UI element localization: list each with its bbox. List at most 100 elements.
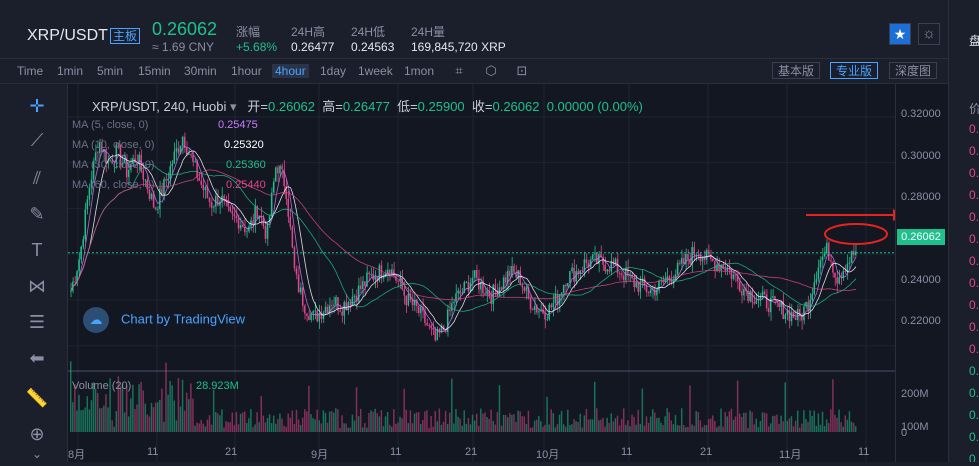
volume-legend-label[interactable]: Volume (20) (72, 380, 132, 392)
theme-toggle-icon[interactable]: ☼ (918, 23, 940, 45)
orderbook-row[interactable]: 0. (969, 166, 979, 180)
candle-body (76, 271, 78, 282)
orderbook-row[interactable]: 0. (969, 342, 979, 356)
volume-bar (629, 426, 631, 432)
tf-4hour[interactable]: 4hour (272, 64, 309, 78)
candle-body (163, 179, 165, 196)
candle-body (546, 319, 548, 321)
candle-body (562, 284, 565, 293)
orderbook-row[interactable]: 0. (969, 144, 979, 158)
volume-bar (225, 421, 227, 432)
orderbook-row[interactable]: 0. (969, 364, 979, 378)
orderbook-row[interactable]: 0. (969, 188, 979, 202)
candle-body (196, 161, 198, 178)
ma60-label[interactable]: MA (60, close, 0) (72, 179, 155, 191)
orderbook-row[interactable]: 0. (969, 386, 979, 400)
candle-body (233, 213, 236, 217)
candle-body (92, 160, 95, 180)
ma5-label[interactable]: MA (5, close, 0) (72, 119, 149, 131)
candle-body (310, 313, 312, 320)
candle-body (134, 158, 136, 162)
orderbook-row[interactable]: 0. (969, 122, 979, 136)
pattern-icon[interactable]: ⋈ (28, 276, 46, 296)
tf-1mon[interactable]: 1mon (404, 64, 435, 78)
depth-view-button[interactable]: 深度图 (889, 62, 938, 79)
candle-body (246, 231, 248, 233)
settings-hex-icon[interactable]: ⬡ (485, 63, 497, 78)
text-tool-icon[interactable]: T (31, 240, 43, 260)
volume-bar (722, 426, 724, 432)
price-axis[interactable] (895, 84, 948, 462)
orderbook-title: 盘 (969, 32, 979, 49)
orderbook-row[interactable]: 0. (969, 276, 979, 290)
chart-canvas[interactable] (68, 84, 895, 462)
tf-5min[interactable]: 5min (97, 64, 124, 78)
orderbook-row[interactable]: 0. (969, 408, 979, 422)
candle-body (169, 166, 171, 179)
volume-bar (651, 409, 654, 432)
orderbook-row[interactable]: 0. (969, 320, 979, 334)
fib-icon[interactable]: ☰ (28, 312, 46, 332)
volume-bar (467, 418, 470, 432)
candle-body (509, 270, 511, 277)
crosshair-icon[interactable]: ✛ (29, 96, 45, 116)
candle-body (428, 325, 430, 326)
tf-time[interactable]: Time (17, 64, 44, 78)
ma30-label[interactable]: MA (30, close, 0) (72, 159, 155, 171)
pro-view-button[interactable]: 专业版 (830, 62, 879, 79)
orderbook-row[interactable]: 0. (969, 430, 979, 444)
indicator-icon[interactable]: ⌗ (455, 63, 463, 78)
candle-body (842, 270, 844, 278)
volume-bar (527, 410, 530, 432)
candle-body (778, 302, 780, 307)
orderbook-row[interactable]: 0. (969, 210, 979, 224)
orderbook-row[interactable]: 0. (969, 232, 979, 246)
orderbook-row[interactable]: 0. (969, 298, 979, 312)
pair-name[interactable]: XRP/USDT (27, 27, 108, 44)
volume-bar (183, 410, 186, 432)
volume-bar (712, 415, 714, 432)
brush-icon[interactable]: ✎ (29, 204, 45, 224)
volume-legend-value: 28.923M (196, 380, 239, 392)
volume-bar (391, 426, 393, 432)
orderbook-row[interactable]: 0. (969, 452, 979, 462)
tf-1day[interactable]: 1day (320, 64, 347, 78)
candle-body (312, 311, 314, 314)
legend-title[interactable]: XRP/USDT, 240, Huobi (92, 99, 227, 114)
candle-body (772, 296, 774, 298)
candle-body (604, 264, 606, 272)
trendline-icon[interactable]: ⟋ (30, 130, 44, 150)
candle-body (484, 293, 486, 295)
candle-body (206, 186, 209, 198)
candle-body (647, 292, 650, 294)
tf-1week[interactable]: 1week (358, 64, 393, 78)
volume-bar (262, 415, 265, 432)
tf-1min[interactable]: 1min (57, 64, 84, 78)
tf-15min[interactable]: 15min (138, 64, 171, 78)
tf-1hour[interactable]: 1hour (231, 64, 262, 78)
candle-body (347, 302, 349, 310)
volume-bar (204, 426, 207, 432)
volume-bar (834, 414, 836, 432)
tradingview-watermark[interactable]: ☁ Chart by TradingView (83, 307, 245, 333)
candle-body (844, 270, 847, 273)
candle-body (415, 299, 418, 307)
favorite-star-icon[interactable]: ★ (889, 23, 911, 45)
volume-bar (637, 409, 639, 432)
ruler-icon[interactable]: 📏 (25, 388, 49, 408)
candle-body (741, 291, 743, 296)
ma10-label[interactable]: MA (10, close, 0) (72, 139, 155, 151)
parallel-lines-icon[interactable]: ⫽ (32, 168, 42, 188)
zoom-icon[interactable]: ⊕ (29, 424, 45, 444)
chevron-down-icon[interactable]: ⌄ (31, 447, 43, 461)
back-arrow-icon[interactable]: ⬅ (29, 348, 45, 368)
basic-view-button[interactable]: 基本版 (772, 62, 821, 79)
volume-bar (674, 415, 677, 432)
tf-30min[interactable]: 30min (184, 64, 217, 78)
orderbook-row[interactable]: 价 (969, 100, 979, 117)
volume-bar (697, 412, 699, 432)
volume-bar (610, 413, 613, 432)
candle-body (830, 260, 832, 262)
screenshot-icon[interactable]: ⊡ (516, 63, 528, 78)
orderbook-row[interactable]: 0. (969, 254, 979, 268)
